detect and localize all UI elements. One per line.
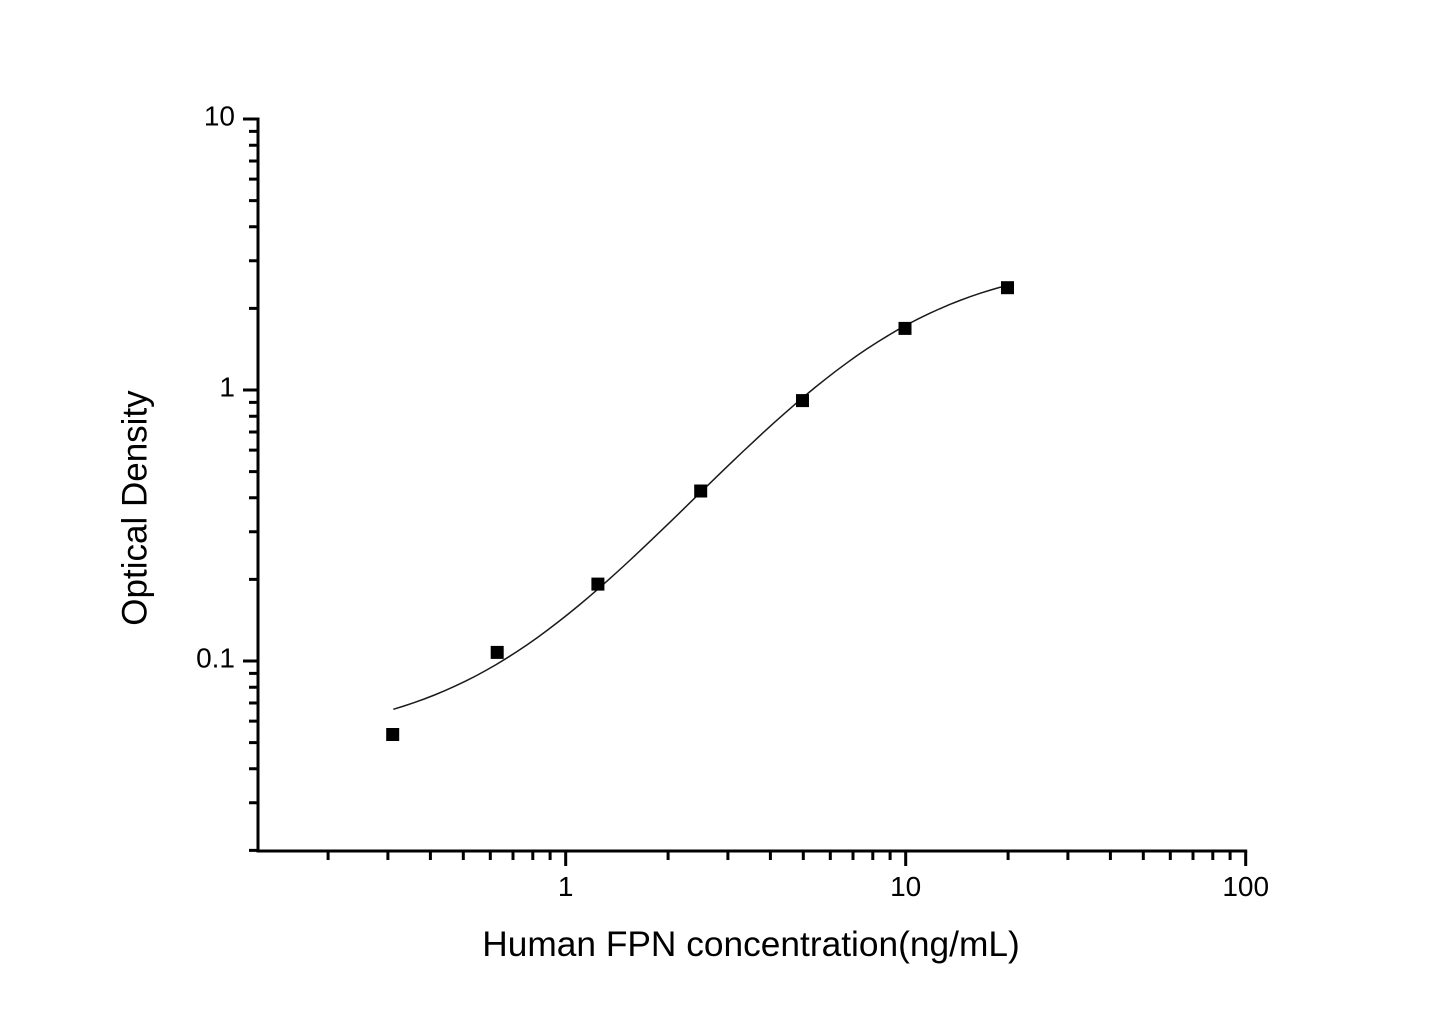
svg-text:1: 1 [558, 871, 574, 902]
svg-text:10: 10 [890, 871, 921, 902]
svg-text:Optical Density: Optical Density [116, 390, 155, 626]
svg-text:0.1: 0.1 [196, 643, 235, 674]
svg-text:Human FPN concentration(ng/mL): Human FPN concentration(ng/mL) [482, 925, 1020, 964]
svg-text:10: 10 [204, 101, 235, 132]
svg-text:100: 100 [1222, 871, 1269, 902]
svg-text:1: 1 [219, 372, 235, 403]
